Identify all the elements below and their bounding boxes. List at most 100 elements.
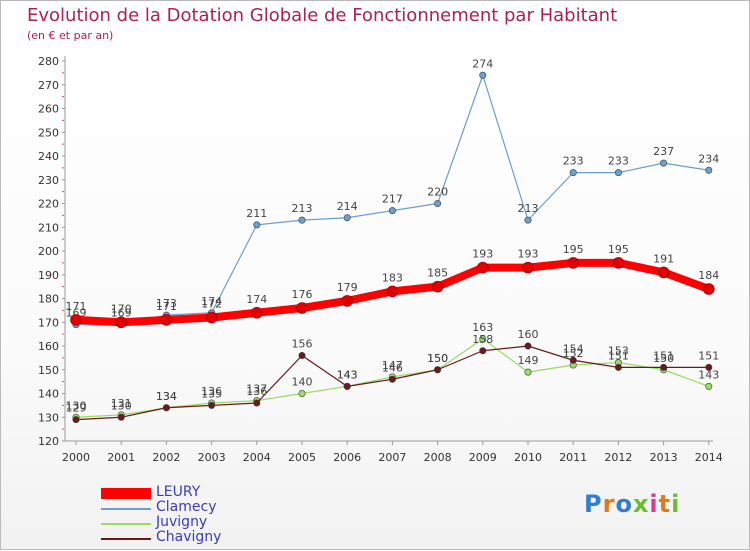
legend-label: Chavigny (156, 529, 222, 545)
y-tick-label: 250 (38, 126, 59, 139)
data-label: 174 (246, 293, 267, 306)
data-point (115, 316, 127, 329)
data-label: 233 (563, 155, 584, 168)
y-tick-label: 240 (38, 150, 59, 163)
data-point (251, 306, 263, 319)
logo-letter: o (615, 490, 633, 518)
data-label: 179 (337, 281, 358, 294)
data-point (162, 404, 170, 412)
logo-letter: i (671, 490, 681, 518)
y-tick-label: 180 (38, 293, 59, 306)
data-point (208, 401, 216, 409)
data-label: 130 (66, 399, 87, 412)
x-tick-label: 2012 (604, 451, 632, 464)
data-point (614, 169, 622, 177)
x-tick-label: 2006 (333, 451, 361, 464)
y-tick-label: 230 (38, 174, 59, 187)
data-label: 143 (337, 368, 358, 381)
data-label: 170 (111, 302, 132, 315)
data-point (705, 166, 713, 174)
data-label: 153 (608, 345, 629, 358)
data-label: 193 (518, 248, 539, 261)
data-point (479, 71, 487, 79)
data-label: 150 (653, 352, 674, 365)
data-point (117, 413, 125, 421)
data-point (614, 363, 622, 371)
data-point (298, 351, 306, 359)
data-label: 130 (111, 399, 132, 412)
data-point (205, 311, 218, 324)
x-tick-label: 2002 (152, 451, 180, 464)
data-point (253, 221, 261, 229)
logo-letter: P (584, 490, 603, 518)
data-label: 173 (156, 297, 177, 310)
data-label: 137 (246, 383, 267, 396)
legend-label: Clamecy (156, 499, 217, 515)
data-point (341, 295, 354, 307)
data-label: 152 (563, 347, 584, 360)
data-label: 195 (563, 243, 584, 256)
data-label: 149 (518, 354, 539, 367)
data-point (434, 366, 442, 374)
data-label: 171 (156, 300, 177, 313)
data-label: 220 (427, 186, 448, 199)
data-point (388, 207, 396, 215)
x-tick-label: 2005 (288, 451, 316, 464)
data-label: 214 (337, 200, 358, 213)
data-point (434, 200, 442, 208)
y-tick-label: 150 (38, 364, 59, 377)
x-tick-label: 2013 (650, 451, 678, 464)
y-tick-label: 160 (38, 340, 59, 353)
legend-label: Juvigny (156, 514, 208, 530)
data-label: 193 (472, 248, 493, 261)
data-point (431, 280, 444, 293)
data-label: 274 (472, 57, 493, 70)
x-tick-label: 2004 (243, 451, 271, 464)
data-label: 217 (382, 193, 403, 206)
y-tick-label: 140 (38, 388, 59, 401)
x-tick-label: 2001 (107, 451, 135, 464)
data-label: 184 (698, 269, 719, 282)
data-label: 163 (472, 321, 493, 334)
data-label: 156 (292, 338, 313, 351)
y-tick-label: 120 (38, 435, 59, 448)
data-point (705, 382, 713, 390)
data-point (524, 368, 532, 376)
data-label: 176 (292, 288, 313, 301)
data-label: 172 (201, 298, 222, 311)
data-label: 154 (563, 342, 584, 355)
data-label: 151 (653, 349, 674, 362)
data-point (70, 314, 82, 326)
data-label: 234 (698, 152, 719, 165)
data-point (388, 375, 396, 383)
data-point (296, 302, 308, 314)
chart-subtitle: (en € et par an) (27, 29, 114, 42)
data-label: 143 (698, 368, 719, 381)
logo-letter: r (602, 490, 616, 518)
data-label: 151 (608, 349, 629, 362)
y-tick-label: 190 (38, 269, 59, 282)
data-point (657, 266, 670, 279)
data-label: 150 (427, 352, 448, 365)
y-tick-label: 220 (38, 198, 59, 211)
x-tick-label: 2014 (695, 451, 723, 464)
data-label: 183 (382, 271, 403, 284)
chart-title: Evolution de la Dotation Globale de Fonc… (27, 5, 618, 26)
data-label: 171 (66, 300, 87, 313)
y-tick-label: 270 (38, 79, 59, 92)
data-label: 136 (246, 385, 267, 398)
x-tick-label: 2003 (198, 451, 226, 464)
y-tick-label: 170 (38, 316, 59, 329)
data-point (660, 159, 668, 167)
data-label: 129 (66, 402, 87, 415)
data-label: 136 (201, 385, 222, 398)
data-point (476, 261, 489, 274)
y-tick-label: 260 (38, 103, 59, 116)
data-point (479, 347, 487, 355)
data-point (343, 382, 351, 390)
data-point (160, 314, 173, 326)
x-tick-label: 2009 (469, 451, 497, 464)
x-tick-label: 2000 (62, 451, 90, 464)
data-point (524, 342, 532, 350)
